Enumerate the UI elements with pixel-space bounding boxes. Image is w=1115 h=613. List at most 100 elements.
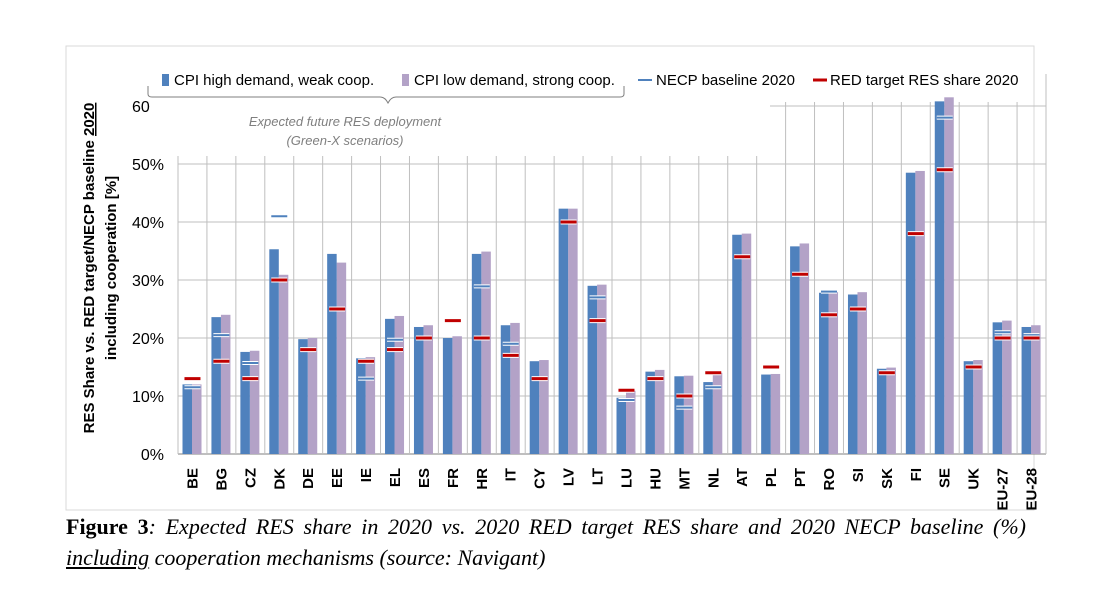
bar-high-demand [356, 358, 366, 454]
x-tick-label: FR [445, 468, 462, 488]
bar-low-demand [539, 360, 549, 454]
bar-low-demand [886, 367, 896, 454]
y-axis-title: RES Share vs. RED target/NECP baseline 2… [81, 103, 98, 434]
bar-high-demand [819, 292, 829, 454]
bar-high-demand [876, 368, 887, 454]
bar-high-demand [327, 253, 337, 454]
y-tick-label: 0% [141, 447, 164, 464]
bar-low-demand [683, 375, 694, 454]
caption-underlined: including [66, 545, 150, 570]
bar-low-demand [741, 233, 752, 454]
bar-high-demand [442, 338, 453, 454]
x-tick-label: LU [618, 468, 635, 488]
bar-high-demand [587, 285, 598, 454]
x-tick-label: SK [879, 468, 896, 489]
bar-high-demand [963, 361, 974, 454]
x-tick-label: UK [966, 468, 983, 490]
x-tick-label: DE [300, 468, 317, 489]
y-tick-label: 50% [132, 157, 164, 174]
bar-high-demand [558, 208, 569, 454]
bar-high-demand [674, 376, 684, 454]
bar-high-demand [529, 361, 540, 454]
bar-low-demand [973, 360, 983, 454]
bar-high-demand [240, 351, 250, 454]
x-tick-label: EU-28 [1024, 468, 1041, 511]
bar-low-demand [568, 208, 578, 454]
bar-low-demand [654, 369, 665, 454]
bar-low-demand [249, 350, 260, 454]
bar-high-demand [905, 172, 916, 454]
bar-high-demand [992, 322, 1003, 454]
y-tick-label: 10% [132, 389, 164, 406]
x-tick-label: LV [561, 468, 578, 486]
x-tick-label: LT [590, 468, 607, 485]
bar-low-demand [626, 390, 636, 454]
bar-low-demand [452, 336, 462, 454]
bar-low-demand [944, 97, 954, 455]
bracket-label: Expected future RES deployment [249, 114, 443, 129]
bar-low-demand [799, 243, 810, 454]
y-axis-title-year: 2020 [81, 103, 98, 136]
x-tick-label: IT [503, 468, 520, 481]
x-tick-label: AT [734, 468, 751, 487]
caption-label: Figure 3 [66, 514, 149, 539]
bar-high-demand [703, 382, 713, 454]
bar-high-demand [616, 397, 626, 454]
bar-high-demand [847, 294, 858, 454]
bar-high-demand [500, 325, 511, 454]
bar-high-demand [790, 246, 800, 454]
legend-label-high-demand: CPI high demand, weak coop. [174, 72, 374, 89]
bar-high-demand [761, 374, 771, 454]
bar-low-demand [220, 314, 231, 454]
x-tick-label: NL [705, 468, 722, 488]
x-tick-label: RO [821, 468, 838, 491]
chart-frame [65, 45, 1035, 511]
caption-text-before: : Expected RES share in 2020 vs. 2020 RE… [148, 514, 1026, 539]
legend-label-necp: NECP baseline 2020 [656, 72, 795, 89]
bar-low-demand [712, 372, 723, 454]
bar-low-demand [510, 322, 520, 454]
bar-low-demand [915, 170, 925, 454]
x-tick-label: MT [676, 468, 693, 490]
bar-low-demand [307, 338, 318, 454]
x-tick-label: ES [416, 468, 433, 488]
x-tick-label: DK [271, 468, 288, 490]
bar-high-demand [385, 318, 395, 454]
x-tick-label: IE [358, 468, 375, 482]
x-tick-label: FI [908, 468, 925, 481]
bar-low-demand [481, 251, 491, 454]
x-tick-label: BG [213, 468, 230, 491]
x-tick-label: HR [474, 468, 491, 490]
figure-caption: Figure 3: Expected RES share in 2020 vs.… [66, 511, 1026, 573]
legend-swatch-low-demand [402, 74, 409, 86]
bar-low-demand [423, 325, 433, 454]
bracket-label: (Green-X scenarios) [286, 133, 403, 148]
y-tick-label: 40% [132, 215, 164, 232]
x-tick-label: BE [184, 468, 201, 489]
bar-low-demand [394, 315, 405, 454]
bar-low-demand [336, 262, 347, 454]
bar-low-demand [1002, 320, 1012, 454]
bar-high-demand [182, 384, 192, 454]
x-tick-label: PL [763, 468, 780, 487]
bar-low-demand [828, 292, 839, 454]
bar-high-demand [732, 234, 742, 454]
chart-area: 0% 10% 20% 30% 40% 50% 60% BE BG CZ DK DE EE IE EL ES FR… [65, 45, 1047, 511]
y-tick-label: 20% [132, 331, 164, 348]
bar-low-demand [192, 384, 202, 454]
caption-text-after: cooperation mechanisms (source: Navigant… [149, 545, 546, 570]
bar-low-demand [1031, 325, 1041, 454]
x-tick-label: HU [647, 468, 664, 490]
bar-high-demand [269, 249, 279, 454]
bar-high-demand [1021, 326, 1032, 454]
bar-high-demand [413, 326, 424, 454]
bar-high-demand [934, 101, 945, 455]
legend-bracket [147, 86, 625, 105]
y-axis-title-line2: including cooperation [%] [103, 176, 120, 360]
legend-label-red: RED target RES share 2020 [830, 72, 1018, 89]
bar-low-demand [770, 373, 781, 454]
x-tick-label: SE [937, 468, 954, 488]
legend-background [150, 66, 1030, 102]
legend-swatch-high-demand [162, 74, 169, 86]
x-tick-label: EL [387, 468, 404, 487]
